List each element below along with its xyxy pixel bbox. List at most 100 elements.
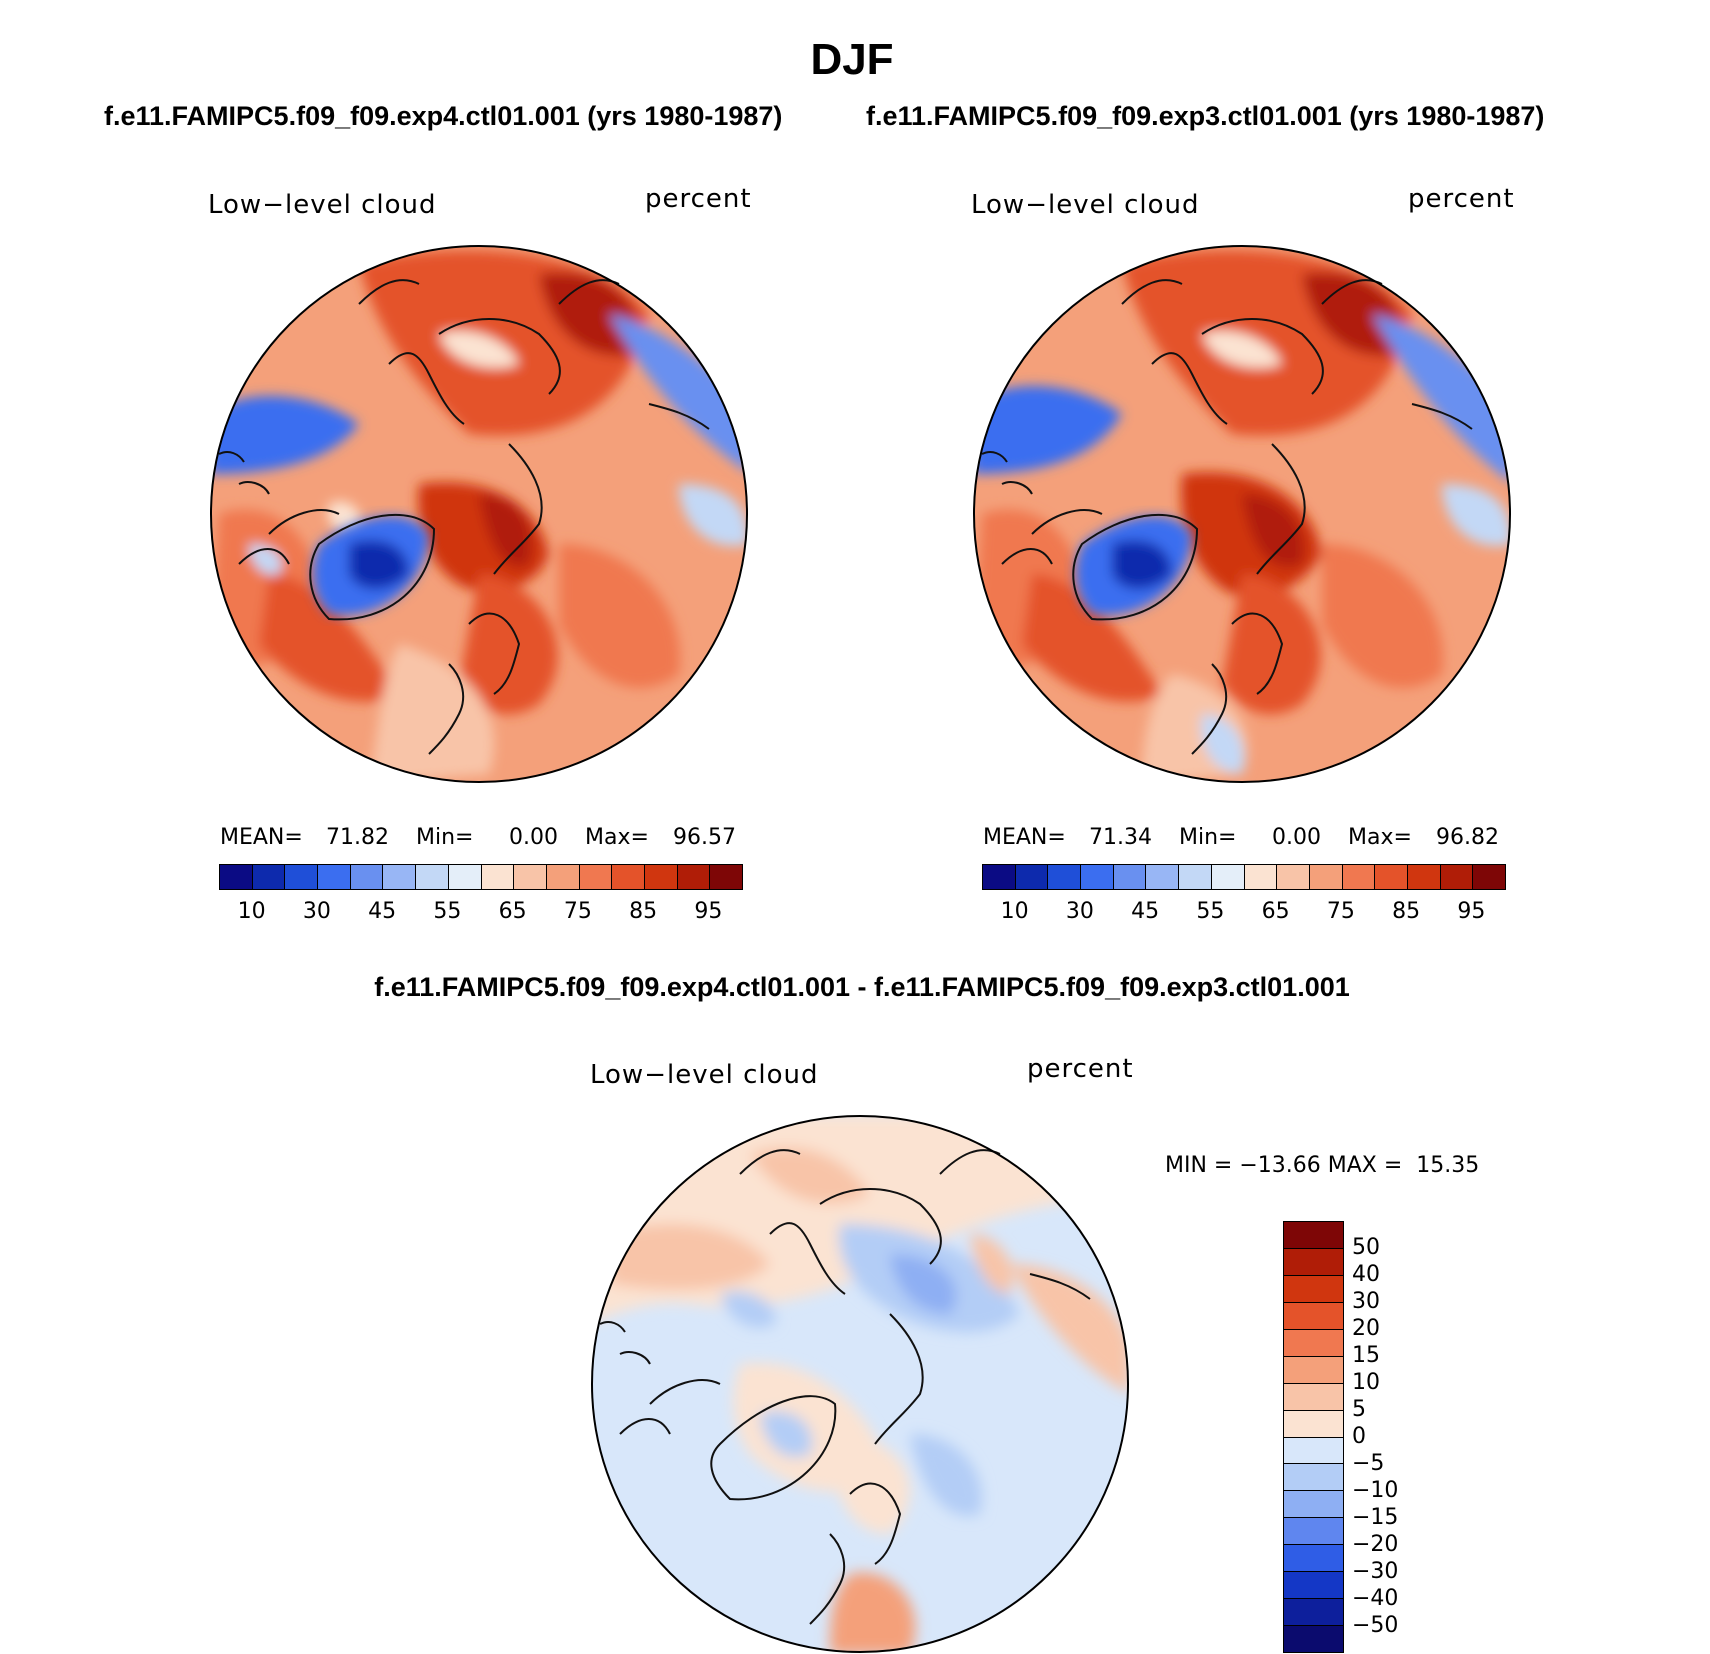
left-panel-mean-label: MEAN= xyxy=(220,825,303,850)
difference-colorbar-ticks: 50 40 30 20 15 10 5 0 −5 −10 −15 −20 −30 −40 −50 xyxy=(1352,1221,1432,1653)
right-panel-mean-value: 71.34 xyxy=(1089,825,1152,850)
difference-colorbar xyxy=(1283,1221,1344,1653)
colorbar-swatch xyxy=(447,865,481,889)
colorbar-swatch xyxy=(1284,1247,1343,1275)
colorbar-swatch xyxy=(1284,1222,1343,1248)
colorbar-tick-label: 5 xyxy=(1352,1397,1366,1422)
colorbar-swatch xyxy=(1284,1463,1343,1491)
left-panel-max-label: Max= xyxy=(585,825,649,850)
colorbar-swatch xyxy=(1284,1328,1343,1356)
colorbar-swatch xyxy=(317,865,350,889)
difference-units-label: percent xyxy=(1027,1054,1134,1084)
colorbar-swatch xyxy=(1406,865,1440,889)
colorbar-swatch xyxy=(1284,1625,1343,1652)
left-colorbar xyxy=(219,864,743,890)
difference-variable-label: Low−level cloud xyxy=(590,1060,819,1090)
colorbar-tick-label: −15 xyxy=(1352,1505,1399,1530)
colorbar-tick-label: −10 xyxy=(1352,1478,1399,1503)
left-panel-case-label: f.e11.FAMIPC5.f09_f09.exp4.ctl01.001 (yr… xyxy=(104,101,783,131)
right-panel-max-value: 96.82 xyxy=(1436,825,1499,850)
colorbar-swatch xyxy=(1374,865,1407,889)
colorbar-swatch xyxy=(1284,1382,1343,1410)
colorbar-swatch xyxy=(1284,1274,1343,1302)
colorbar-swatch xyxy=(1210,865,1244,889)
colorbar-swatch xyxy=(1178,865,1211,889)
colorbar-swatch xyxy=(1284,1436,1343,1464)
colorbar-tick-label: −5 xyxy=(1352,1451,1385,1476)
colorbar-swatch xyxy=(1145,865,1179,889)
colorbar-tick-label: 75 xyxy=(563,899,592,924)
right-polar-map xyxy=(973,245,1511,783)
right-colorbar xyxy=(982,864,1506,890)
colorbar-swatch xyxy=(1308,865,1342,889)
colorbar-swatch xyxy=(480,865,514,889)
colorbar-swatch xyxy=(709,865,742,889)
colorbar-tick-label: 75 xyxy=(1326,899,1355,924)
colorbar-tick-label: 95 xyxy=(1457,899,1486,924)
colorbar-swatch xyxy=(1472,865,1505,889)
colorbar-tick-label: 85 xyxy=(1392,899,1421,924)
colorbar-tick-label: 40 xyxy=(1352,1262,1380,1287)
colorbar-tick-label: −40 xyxy=(1352,1586,1399,1611)
colorbar-swatch xyxy=(1284,1490,1343,1518)
right-panel-units-label: percent xyxy=(1408,184,1515,214)
colorbar-tick-label: 45 xyxy=(1131,899,1160,924)
colorbar-swatch xyxy=(1284,1571,1343,1599)
right-panel-max-label: Max= xyxy=(1348,825,1412,850)
colorbar-swatch xyxy=(1284,1544,1343,1572)
left-panel-max-value: 96.57 xyxy=(673,825,736,850)
colorbar-tick-label: 65 xyxy=(498,899,527,924)
colorbar-swatch xyxy=(1243,865,1277,889)
colorbar-swatch xyxy=(513,865,546,889)
left-panel-min-value: 0.00 xyxy=(509,825,558,850)
colorbar-swatch xyxy=(1080,865,1113,889)
colorbar-swatch xyxy=(1014,865,1048,889)
colorbar-swatch xyxy=(1341,865,1375,889)
colorbar-tick-label: −50 xyxy=(1352,1613,1399,1638)
colorbar-tick-label: 50 xyxy=(1352,1235,1380,1260)
colorbar-swatch xyxy=(1284,1598,1343,1626)
colorbar-swatch xyxy=(611,865,644,889)
colorbar-tick-label: 20 xyxy=(1352,1316,1380,1341)
colorbar-tick-label: 15 xyxy=(1352,1343,1380,1368)
colorbar-swatch xyxy=(1276,865,1309,889)
right-panel-min-label: Min= xyxy=(1179,825,1237,850)
left-panel-mean-value: 71.82 xyxy=(326,825,389,850)
colorbar-tick-label: 30 xyxy=(1352,1289,1380,1314)
colorbar-tick-label: −20 xyxy=(1352,1532,1399,1557)
figure-title: DJF xyxy=(810,35,894,84)
colorbar-tick-label: 10 xyxy=(1000,899,1029,924)
difference-polar-map xyxy=(591,1115,1129,1653)
left-panel-min-label: Min= xyxy=(416,825,474,850)
colorbar-tick-label: 55 xyxy=(1196,899,1225,924)
colorbar-swatch xyxy=(415,865,448,889)
colorbar-swatch xyxy=(1047,865,1081,889)
right-colorbar-ticks: 10 30 45 55 65 75 85 95 xyxy=(982,899,1504,927)
right-panel-variable-label: Low−level cloud xyxy=(971,190,1200,220)
colorbar-tick-label: −30 xyxy=(1352,1559,1399,1584)
colorbar-swatch xyxy=(643,865,677,889)
colorbar-tick-label: 30 xyxy=(1065,899,1094,924)
colorbar-swatch xyxy=(545,865,579,889)
left-panel-variable-label: Low−level cloud xyxy=(208,190,437,220)
colorbar-tick-label: 85 xyxy=(629,899,658,924)
difference-min-max-stats: MIN = −13.66 MAX = 15.35 xyxy=(1165,1153,1480,1178)
colorbar-swatch xyxy=(251,865,285,889)
colorbar-swatch xyxy=(1112,865,1146,889)
colorbar-swatch xyxy=(1284,1409,1343,1437)
right-panel-case-label: f.e11.FAMIPC5.f09_f09.exp3.ctl01.001 (yr… xyxy=(866,101,1545,131)
colorbar-tick-label: 10 xyxy=(1352,1370,1380,1395)
colorbar-swatch xyxy=(1284,1355,1343,1383)
left-panel-units-label: percent xyxy=(645,184,752,214)
right-panel-min-value: 0.00 xyxy=(1272,825,1321,850)
colorbar-tick-label: 55 xyxy=(433,899,462,924)
colorbar-tick-label: 65 xyxy=(1261,899,1290,924)
colorbar-swatch xyxy=(349,865,383,889)
colorbar-swatch xyxy=(983,865,1015,889)
left-colorbar-ticks: 10 30 45 55 65 75 85 95 xyxy=(219,899,741,927)
colorbar-swatch xyxy=(382,865,416,889)
left-polar-map xyxy=(210,245,748,783)
colorbar-tick-label: 30 xyxy=(302,899,331,924)
colorbar-swatch xyxy=(1284,1517,1343,1545)
colorbar-swatch xyxy=(578,865,612,889)
